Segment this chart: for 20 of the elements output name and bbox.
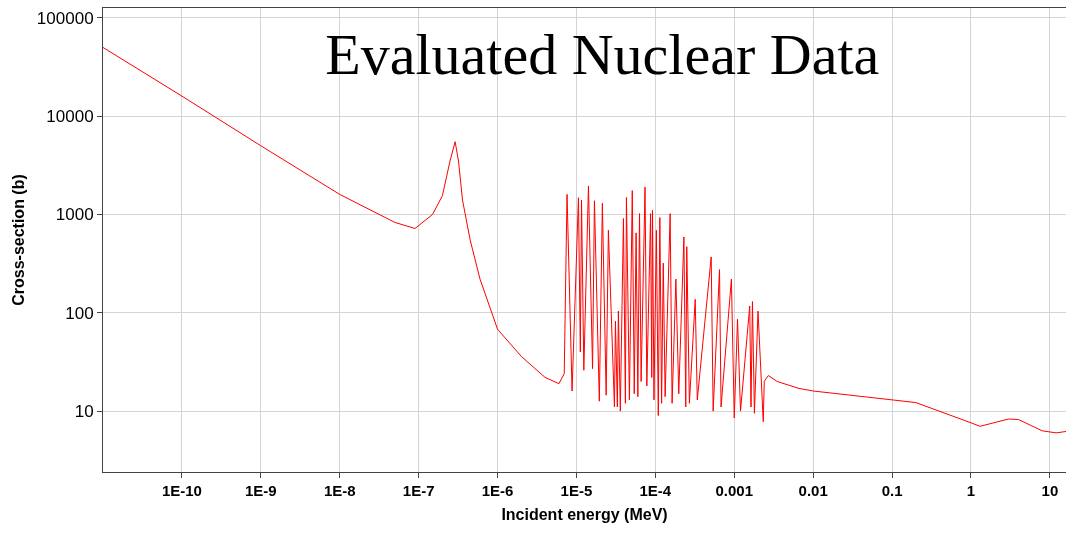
x-tick-label: 1E-7 <box>402 482 435 499</box>
x-tick-label: 0.01 <box>798 482 828 499</box>
x-tick-label: 0.001 <box>715 482 754 499</box>
x-tick-label: 1E-5 <box>560 482 593 499</box>
x-tick-label: 1E-10 <box>161 482 202 499</box>
x-tick-label: 0.1 <box>881 482 903 499</box>
x-tick-label: 10 <box>1041 482 1059 499</box>
x-tick-label: 1E-6 <box>481 482 514 499</box>
y-tick-label: 100 <box>65 303 94 323</box>
y-tick-label: 1000 <box>55 205 94 225</box>
x-tick-label: 1 <box>966 482 976 499</box>
y-tick-label: 10000 <box>46 107 94 127</box>
y-axis-title: Cross-section (b) <box>9 174 27 306</box>
x-tick-label: 1E-4 <box>639 482 672 499</box>
x-axis-title: Incident energy (MeV) <box>501 505 668 523</box>
x-tick-label: 1E-8 <box>323 482 356 499</box>
x-tick-label: 1E-9 <box>244 482 277 499</box>
chart-title: Evaluated Nuclear Data <box>325 22 880 88</box>
y-tick-label: 10 <box>74 402 94 422</box>
y-tick-label: 100000 <box>36 8 94 28</box>
